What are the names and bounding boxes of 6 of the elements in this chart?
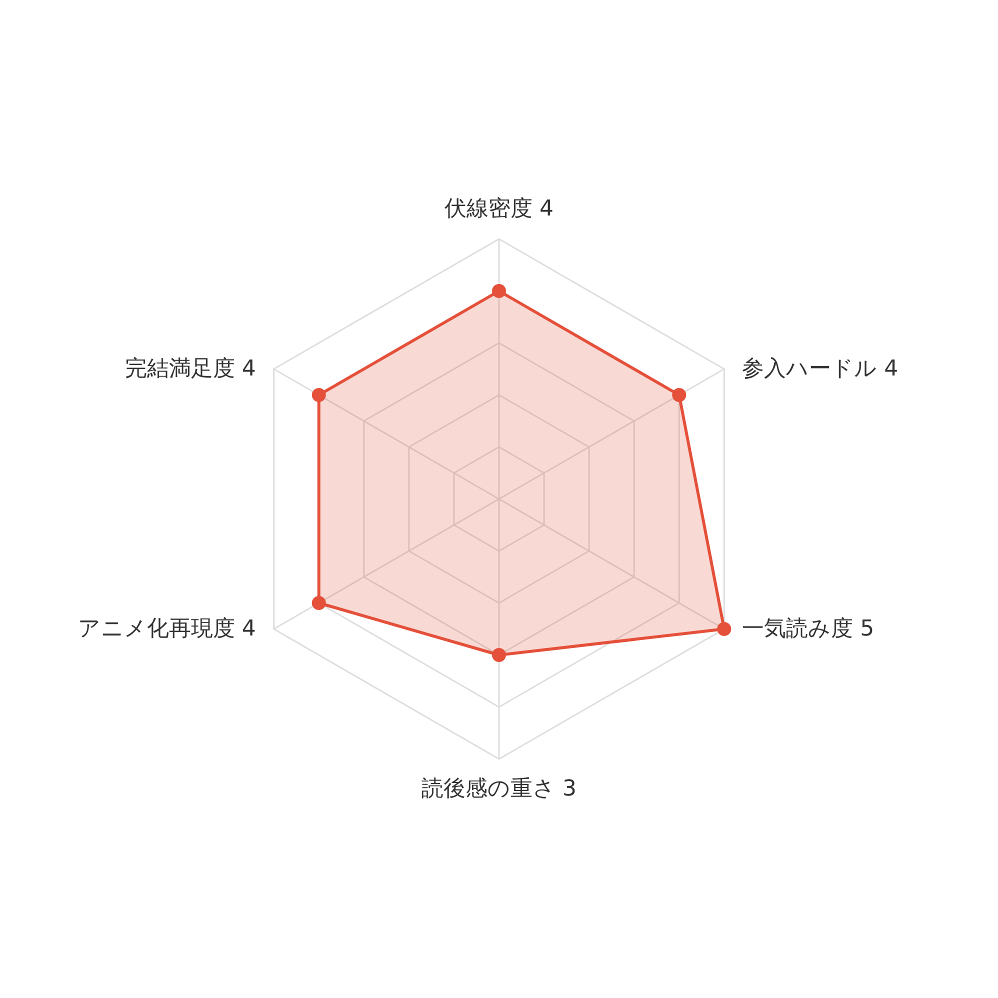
spoke-label: 一気読み度 5	[742, 616, 874, 642]
spoke-label: 読後感の重さ 3	[422, 776, 576, 802]
spoke-label: 参入ハードル 4	[742, 356, 898, 382]
spoke-label: アニメ化再現度 4	[78, 616, 256, 642]
spoke-label: 伏線密度 4	[444, 196, 554, 222]
spoke-label: 完結満足度 4	[124, 356, 256, 382]
